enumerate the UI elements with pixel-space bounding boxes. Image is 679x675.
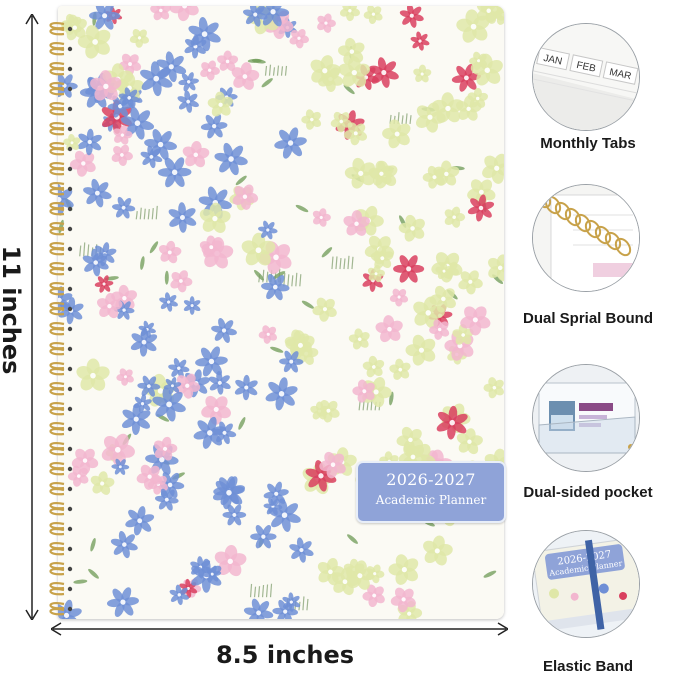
planner-cover: [58, 6, 504, 619]
elastic-band-icon: 2026-2027 Academic Planner: [532, 530, 640, 638]
tab-mar: MAR: [608, 67, 632, 82]
planner-year: 2026-2027: [386, 470, 476, 489]
pocket-icon: [532, 364, 640, 472]
planner-name: Academic Planner: [375, 493, 487, 507]
feature-label-elastic: Elastic Band: [542, 658, 634, 675]
title-card: 2026-2027 Academic Planner: [356, 461, 506, 523]
floral-pattern: [58, 6, 504, 619]
feature-label-spiral: Dual Sprial Bound: [522, 310, 653, 327]
width-label: 8.5 inches: [215, 641, 355, 669]
monthly-tabs-icon: JAN FEB MAR: [532, 23, 640, 131]
spiral-binding-icon: [532, 184, 640, 292]
width-dimension-arrow: [51, 622, 508, 636]
feature-label-monthly-tabs: Monthly Tabs: [540, 135, 636, 152]
height-dimension-arrow: [25, 14, 39, 620]
feature-label-pocket: Dual-sided pocket: [523, 484, 653, 501]
tab-jan: JAN: [542, 53, 563, 68]
height-label: 11 inches: [0, 245, 25, 375]
tab-feb: FEB: [575, 60, 597, 75]
spiral-rings: [49, 22, 73, 616]
